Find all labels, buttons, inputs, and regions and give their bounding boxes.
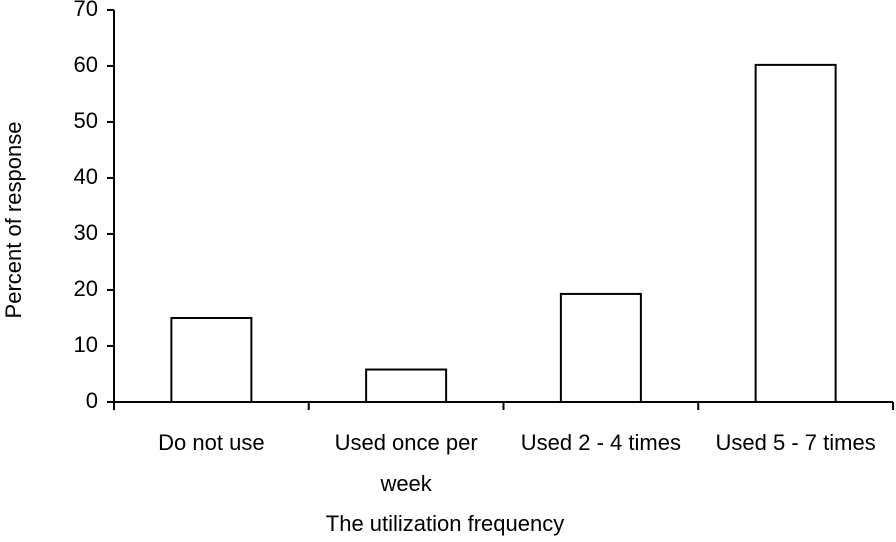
y-tick-label: 40: [74, 164, 98, 189]
bar: [559, 292, 642, 404]
y-tick-label: 20: [74, 276, 98, 301]
y-tick-label: 70: [74, 0, 98, 21]
x-tick-label: Used 2 - 4 times: [520, 430, 681, 455]
x-axis-title: The utilization frequency: [326, 511, 564, 536]
bar: [365, 368, 448, 403]
x-tick-label: Do not use: [158, 430, 265, 455]
bar: [754, 63, 837, 403]
x-tick-label: Used 5 - 7 times: [715, 430, 876, 455]
x-tick-label: Used once per week: [334, 430, 478, 496]
y-tick-label: 10: [74, 332, 98, 357]
y-tick-label: 60: [74, 52, 98, 77]
y-tick-label: 0: [86, 388, 98, 413]
bar: [170, 317, 253, 403]
y-axis-title: Percent of response: [1, 122, 26, 319]
y-tick-label: 30: [74, 220, 98, 245]
y-tick-label: 50: [74, 108, 98, 133]
